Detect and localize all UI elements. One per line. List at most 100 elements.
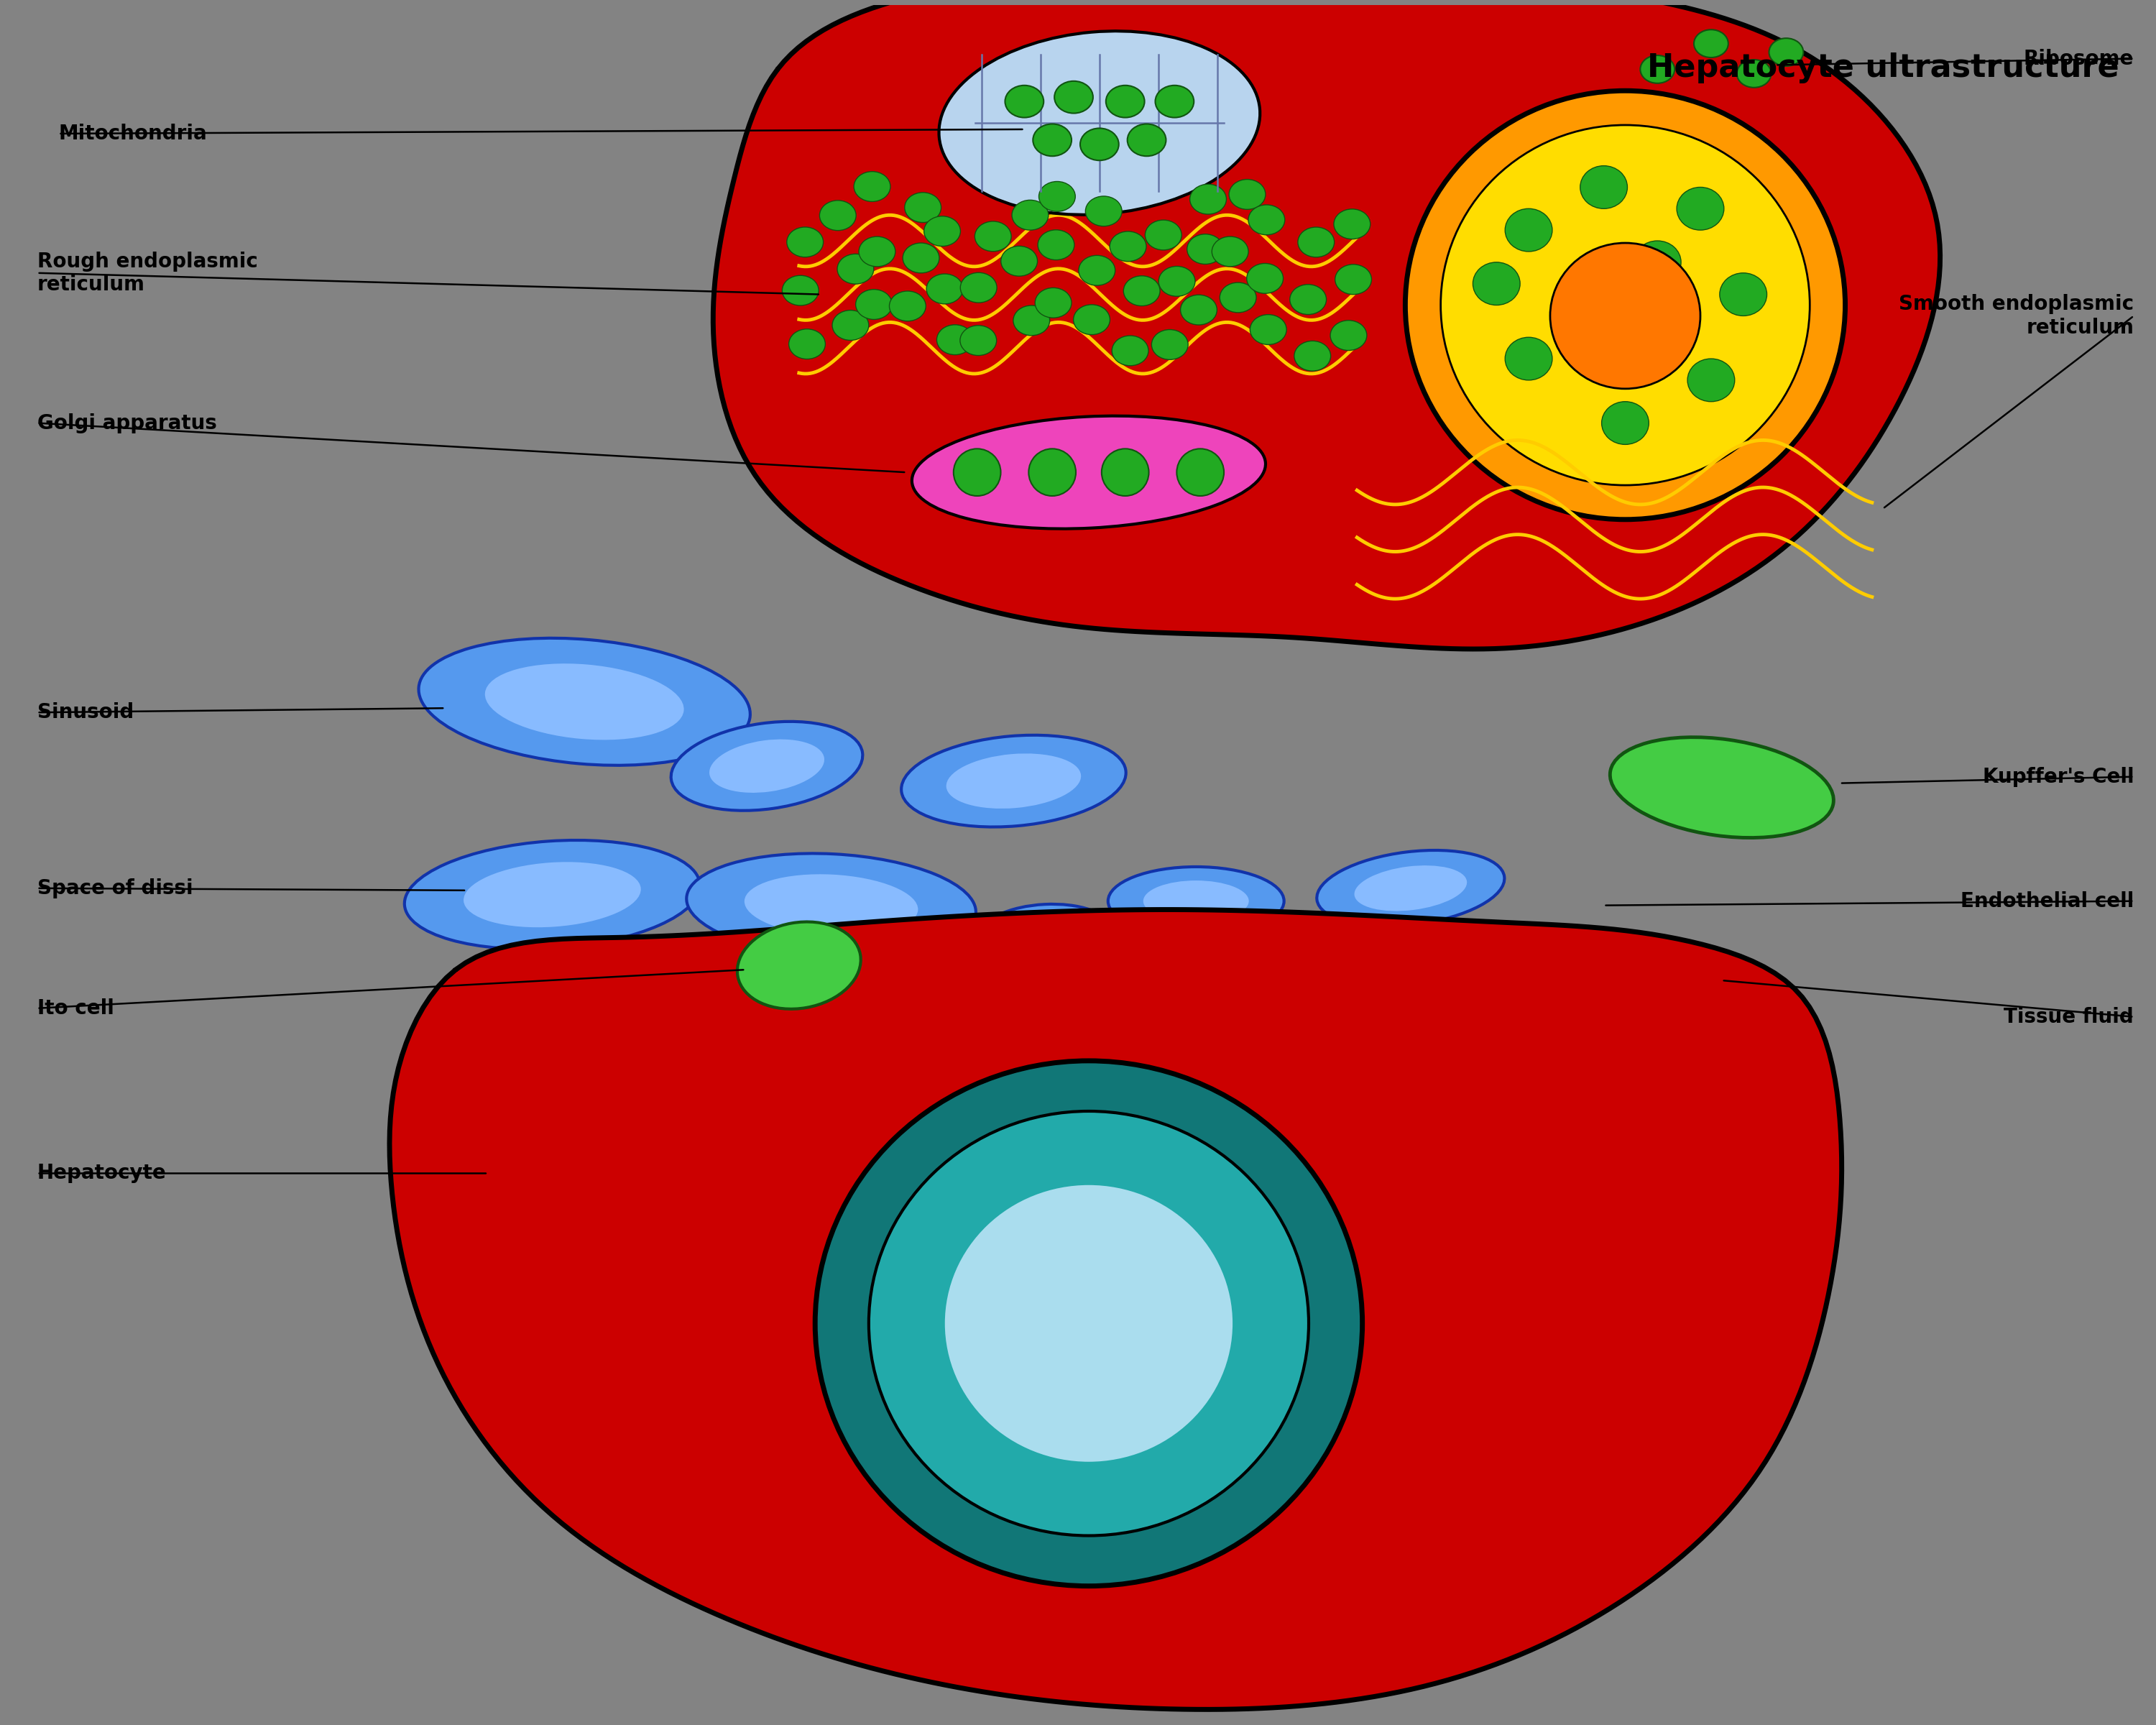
Ellipse shape [1354, 866, 1466, 911]
Ellipse shape [953, 448, 1000, 495]
Ellipse shape [1229, 179, 1266, 209]
Ellipse shape [959, 326, 996, 355]
Ellipse shape [912, 416, 1266, 530]
Ellipse shape [1212, 236, 1248, 267]
Ellipse shape [1246, 264, 1283, 293]
Ellipse shape [789, 329, 826, 359]
Ellipse shape [1738, 60, 1772, 88]
Ellipse shape [1330, 321, 1367, 350]
Ellipse shape [1080, 128, 1119, 160]
Polygon shape [390, 909, 1841, 1709]
Text: Tissue fluid: Tissue fluid [2003, 1007, 2134, 1026]
Text: Golgi apparatus: Golgi apparatus [37, 412, 218, 433]
Ellipse shape [1611, 737, 1833, 838]
Ellipse shape [1108, 866, 1285, 935]
Ellipse shape [1151, 329, 1188, 359]
Text: Smooth endoplasmic
reticulum: Smooth endoplasmic reticulum [1899, 295, 2134, 338]
Ellipse shape [815, 1061, 1363, 1585]
Ellipse shape [832, 310, 869, 340]
Ellipse shape [1695, 29, 1729, 57]
Text: Ito cell: Ito cell [37, 999, 114, 1018]
Ellipse shape [464, 862, 640, 928]
Ellipse shape [1084, 197, 1121, 226]
Ellipse shape [1112, 336, 1149, 366]
Ellipse shape [901, 735, 1125, 826]
Ellipse shape [1641, 55, 1675, 83]
Ellipse shape [783, 276, 819, 305]
Ellipse shape [1406, 91, 1846, 519]
Ellipse shape [1294, 342, 1330, 371]
Ellipse shape [1580, 166, 1628, 209]
Ellipse shape [837, 254, 873, 285]
Ellipse shape [1688, 359, 1736, 402]
Ellipse shape [903, 243, 940, 273]
Ellipse shape [1250, 314, 1287, 345]
Ellipse shape [906, 193, 942, 223]
Text: Space of dissi: Space of dissi [37, 878, 192, 899]
Ellipse shape [1000, 247, 1037, 276]
Ellipse shape [1035, 288, 1072, 317]
Ellipse shape [1106, 85, 1145, 117]
Ellipse shape [858, 236, 895, 267]
Ellipse shape [1720, 273, 1768, 316]
Ellipse shape [1156, 85, 1194, 117]
Ellipse shape [925, 216, 959, 247]
Text: Hepatocyte ultrastructure: Hepatocyte ultrastructure [1647, 52, 2119, 83]
Ellipse shape [854, 171, 890, 202]
Ellipse shape [1013, 305, 1050, 335]
Ellipse shape [787, 228, 824, 257]
Ellipse shape [1181, 295, 1216, 324]
Ellipse shape [418, 638, 750, 766]
Ellipse shape [1634, 242, 1682, 283]
Ellipse shape [981, 904, 1110, 957]
Ellipse shape [1039, 181, 1076, 212]
Ellipse shape [1248, 205, 1285, 235]
Text: Rough endoplasmic
reticulum: Rough endoplasmic reticulum [37, 252, 259, 295]
Ellipse shape [1505, 209, 1552, 252]
Ellipse shape [927, 274, 964, 304]
Ellipse shape [1440, 124, 1809, 485]
Ellipse shape [1123, 276, 1160, 305]
Ellipse shape [1220, 283, 1257, 312]
Ellipse shape [1158, 266, 1194, 297]
Ellipse shape [1335, 264, 1371, 295]
Ellipse shape [671, 721, 862, 811]
Ellipse shape [1102, 448, 1149, 495]
Ellipse shape [1770, 38, 1802, 66]
Ellipse shape [1298, 228, 1335, 257]
Ellipse shape [1289, 285, 1326, 314]
Text: Mitochondria: Mitochondria [58, 124, 207, 143]
Ellipse shape [1011, 200, 1048, 229]
Ellipse shape [686, 854, 977, 957]
Ellipse shape [1190, 185, 1227, 214]
Ellipse shape [936, 324, 972, 355]
Ellipse shape [1550, 243, 1701, 388]
Ellipse shape [888, 292, 925, 321]
Text: Sinusoid: Sinusoid [37, 702, 134, 723]
Ellipse shape [405, 840, 701, 949]
Ellipse shape [737, 921, 860, 1009]
Ellipse shape [1145, 221, 1181, 250]
Ellipse shape [1037, 229, 1074, 260]
Ellipse shape [975, 221, 1011, 252]
Ellipse shape [1110, 231, 1147, 262]
Ellipse shape [1128, 124, 1166, 157]
Ellipse shape [1074, 305, 1110, 335]
Text: Hepatocyte: Hepatocyte [37, 1163, 166, 1183]
Ellipse shape [944, 1183, 1233, 1463]
Ellipse shape [819, 200, 856, 231]
Ellipse shape [1028, 448, 1076, 495]
Ellipse shape [485, 664, 683, 740]
Ellipse shape [1188, 235, 1222, 264]
Ellipse shape [1335, 209, 1371, 240]
Ellipse shape [869, 1111, 1309, 1535]
Text: Endothelial cell: Endothelial cell [1960, 892, 2134, 911]
Ellipse shape [1054, 81, 1093, 114]
Ellipse shape [959, 273, 996, 302]
Polygon shape [714, 0, 1940, 649]
Ellipse shape [1143, 880, 1248, 921]
Ellipse shape [1007, 914, 1084, 947]
Ellipse shape [1505, 338, 1552, 380]
Ellipse shape [1177, 448, 1225, 495]
Text: Kupffer's Cell: Kupffer's Cell [1984, 766, 2134, 787]
